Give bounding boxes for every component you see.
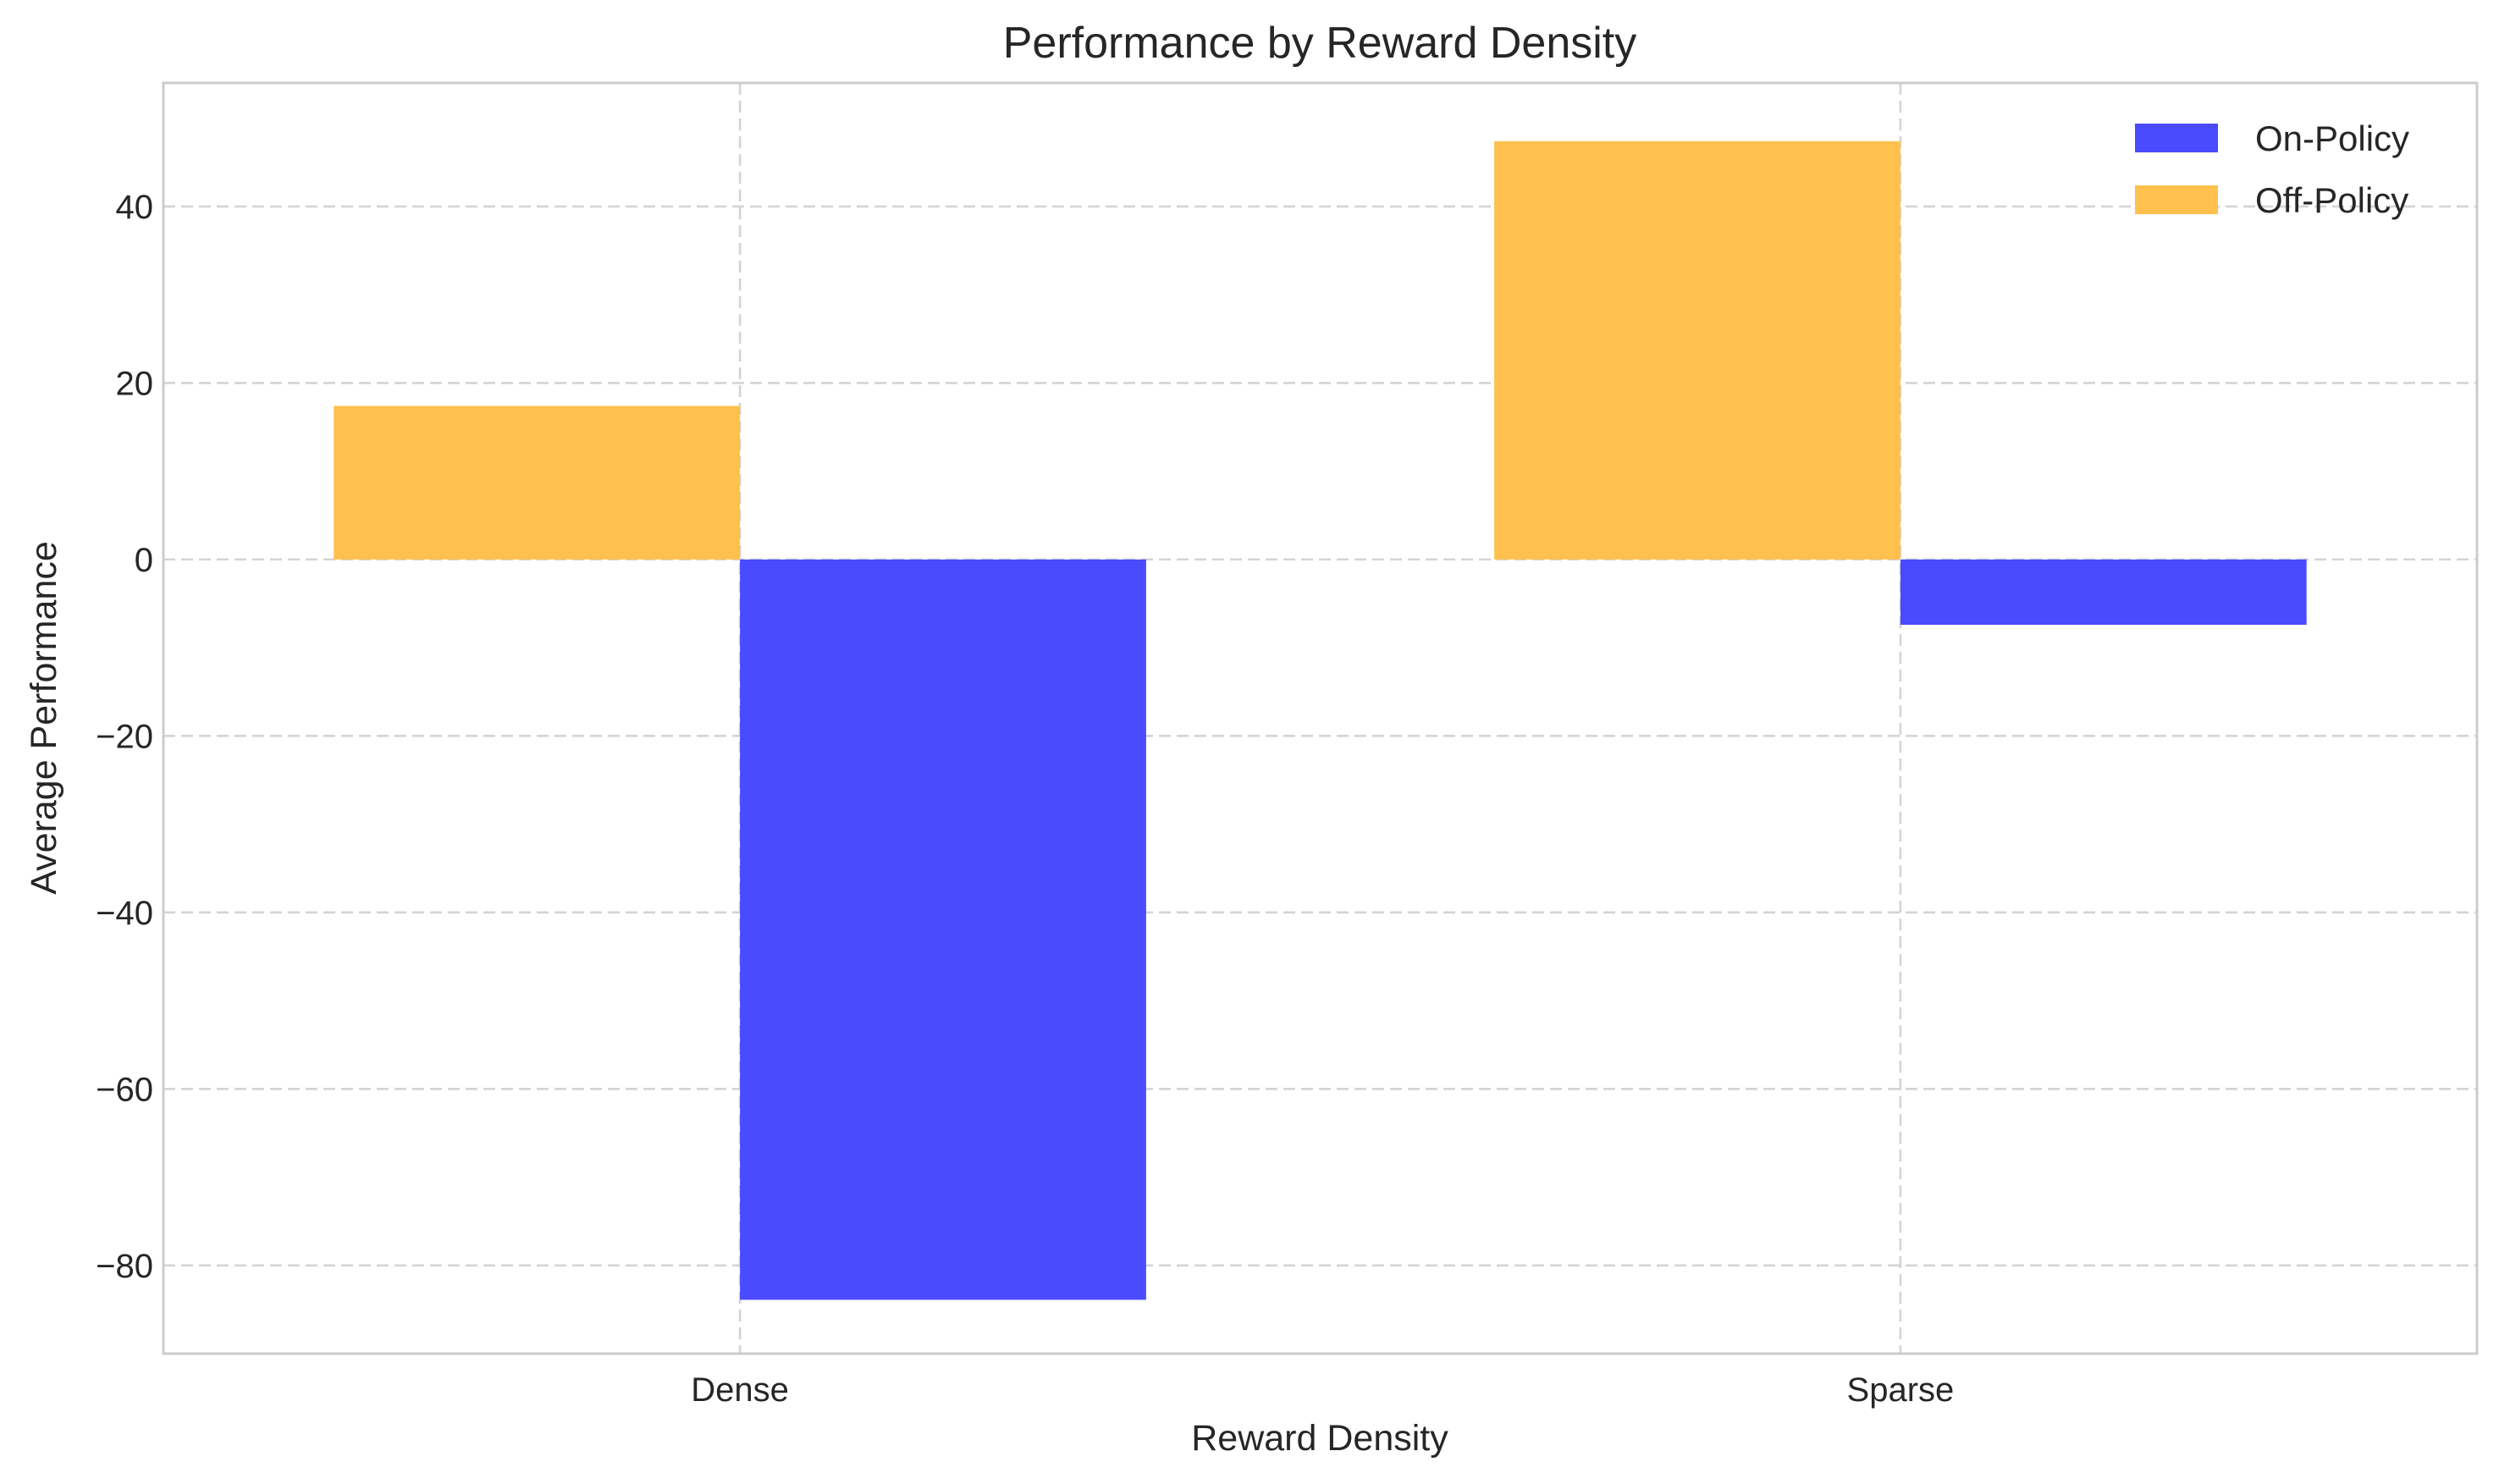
y-tick-label: 20 <box>116 365 154 402</box>
chart-title: Performance by Reward Density <box>1003 19 1637 68</box>
grid-lines <box>163 83 2477 1354</box>
y-axis-label: Average Performance <box>24 541 64 895</box>
legend-label: Off-Policy <box>2255 180 2408 220</box>
y-tick-label: −80 <box>96 1248 153 1285</box>
bar-on-policy-sparse <box>1900 559 2307 626</box>
y-tick-label: 0 <box>135 542 153 579</box>
bar-off-policy-sparse <box>1494 141 1900 560</box>
x-tick-label: Dense <box>691 1371 789 1409</box>
x-axis-label: Reward Density <box>1191 1418 1448 1459</box>
plot-frame <box>162 81 2479 1355</box>
y-tick-label: −40 <box>96 895 153 932</box>
bar-off-policy-dense <box>334 405 741 560</box>
tick-labels: −80 −60 −40 −20 0 20 40 Dense Sparse <box>96 189 1954 1409</box>
y-tick-label: −60 <box>96 1071 153 1108</box>
bars <box>334 141 2307 1300</box>
legend: On-Policy Off-Policy <box>2135 119 2409 220</box>
legend-swatch <box>2135 124 2218 152</box>
y-tick-label: 40 <box>116 189 154 226</box>
x-tick-label: Sparse <box>1847 1371 1955 1409</box>
bar-on-policy-dense <box>740 559 1146 1300</box>
y-tick-label: −20 <box>96 718 153 755</box>
legend-swatch <box>2135 185 2218 214</box>
legend-label: On-Policy <box>2255 119 2409 158</box>
